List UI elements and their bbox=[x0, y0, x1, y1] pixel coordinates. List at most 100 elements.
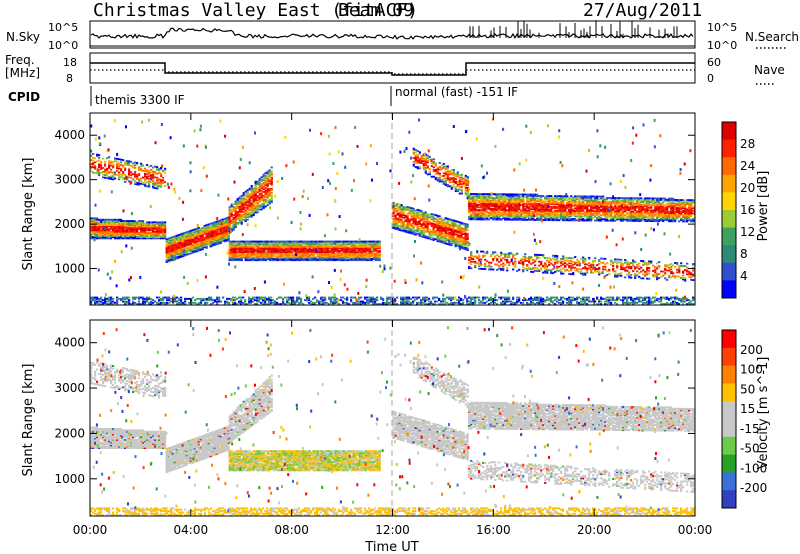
data-cell bbox=[456, 220, 459, 223]
data-cell bbox=[428, 237, 431, 240]
data-cell bbox=[368, 252, 371, 255]
data-cell bbox=[280, 248, 283, 251]
data-cell bbox=[266, 248, 269, 251]
data-cell bbox=[358, 255, 361, 258]
data-cell bbox=[219, 232, 222, 235]
data-cell bbox=[608, 219, 611, 222]
data-cell bbox=[217, 233, 220, 236]
data-cell bbox=[266, 178, 269, 181]
data-cell bbox=[110, 160, 113, 163]
data-cell bbox=[256, 251, 259, 254]
data-cell bbox=[576, 207, 579, 210]
data-cell bbox=[142, 222, 145, 225]
data-cell bbox=[486, 205, 489, 208]
data-cell bbox=[442, 235, 445, 238]
data-cell bbox=[500, 205, 503, 208]
data-cell bbox=[394, 207, 397, 210]
data-cell bbox=[530, 194, 533, 197]
data-cell bbox=[516, 206, 519, 209]
data-cell bbox=[173, 244, 176, 247]
data-cell bbox=[116, 218, 119, 221]
data-cell bbox=[454, 240, 457, 242]
data-cell bbox=[258, 185, 261, 188]
data-cell bbox=[219, 235, 222, 238]
data-cell bbox=[140, 230, 143, 233]
data-cell bbox=[458, 239, 461, 242]
data-cell bbox=[594, 215, 597, 218]
data-cell bbox=[556, 212, 559, 215]
data-cell bbox=[596, 195, 599, 198]
data-cell bbox=[167, 243, 170, 245]
data-cell bbox=[428, 228, 431, 231]
data-cell bbox=[284, 251, 287, 254]
data-cell bbox=[304, 253, 307, 256]
data-cell bbox=[606, 201, 609, 203]
data-cell bbox=[156, 237, 159, 240]
data-cell bbox=[272, 241, 275, 244]
data-cell bbox=[187, 249, 190, 252]
data-cell bbox=[144, 230, 147, 233]
data-cell bbox=[250, 213, 253, 215]
data-cell bbox=[444, 235, 447, 238]
data-cell bbox=[608, 201, 611, 203]
data-cell bbox=[234, 218, 237, 220]
data-cell bbox=[458, 222, 461, 225]
data-cell bbox=[556, 219, 559, 222]
data-cell bbox=[250, 247, 253, 250]
data-cell bbox=[498, 196, 501, 198]
data-cell bbox=[364, 257, 367, 260]
data-cell bbox=[250, 207, 253, 210]
data-cell bbox=[270, 256, 273, 259]
data-cell bbox=[586, 216, 589, 219]
data-cell bbox=[560, 216, 563, 219]
data-cell bbox=[152, 172, 155, 174]
data-cell bbox=[130, 221, 133, 224]
data-cell bbox=[412, 221, 415, 223]
data-cell bbox=[90, 165, 93, 168]
data-cell bbox=[304, 259, 307, 262]
data-cell bbox=[348, 253, 351, 256]
data-cell bbox=[246, 203, 249, 206]
data-cell bbox=[466, 186, 469, 189]
data-cell bbox=[488, 195, 491, 198]
data-cell bbox=[234, 207, 237, 210]
data-cell bbox=[221, 223, 224, 226]
data-cell bbox=[185, 231, 188, 234]
data-cell bbox=[562, 203, 565, 206]
data-cell bbox=[444, 237, 447, 240]
data-cell bbox=[238, 257, 241, 260]
data-cell bbox=[518, 194, 521, 197]
data-cell bbox=[108, 232, 111, 234]
data-cell bbox=[394, 225, 397, 227]
data-cell bbox=[242, 194, 245, 197]
data-cell bbox=[175, 257, 178, 260]
data-cell bbox=[138, 220, 141, 222]
data-cell bbox=[150, 226, 153, 229]
data-cell bbox=[106, 218, 109, 221]
data-cell bbox=[96, 172, 99, 175]
data-cell bbox=[148, 169, 151, 172]
data-cell bbox=[428, 216, 431, 219]
data-cell bbox=[374, 245, 377, 248]
data-cell bbox=[221, 235, 224, 238]
data-cell bbox=[436, 224, 439, 227]
data-cell bbox=[332, 248, 335, 251]
data-cell bbox=[193, 228, 196, 231]
data-cell bbox=[298, 255, 301, 258]
data-cell bbox=[228, 206, 231, 209]
data-cell bbox=[490, 209, 493, 212]
data-cell bbox=[270, 170, 273, 173]
data-cell bbox=[364, 259, 367, 262]
data-cell bbox=[526, 213, 529, 216]
data-cell bbox=[366, 249, 369, 252]
data-cell bbox=[438, 236, 441, 239]
data-cell bbox=[164, 221, 167, 224]
data-cell bbox=[318, 240, 321, 243]
data-cell bbox=[608, 197, 611, 199]
data-cell bbox=[268, 247, 271, 250]
data-cell bbox=[340, 245, 343, 248]
data-cell bbox=[586, 219, 589, 222]
data-cell bbox=[250, 215, 253, 218]
data-cell bbox=[466, 190, 469, 193]
data-cell bbox=[560, 203, 563, 206]
